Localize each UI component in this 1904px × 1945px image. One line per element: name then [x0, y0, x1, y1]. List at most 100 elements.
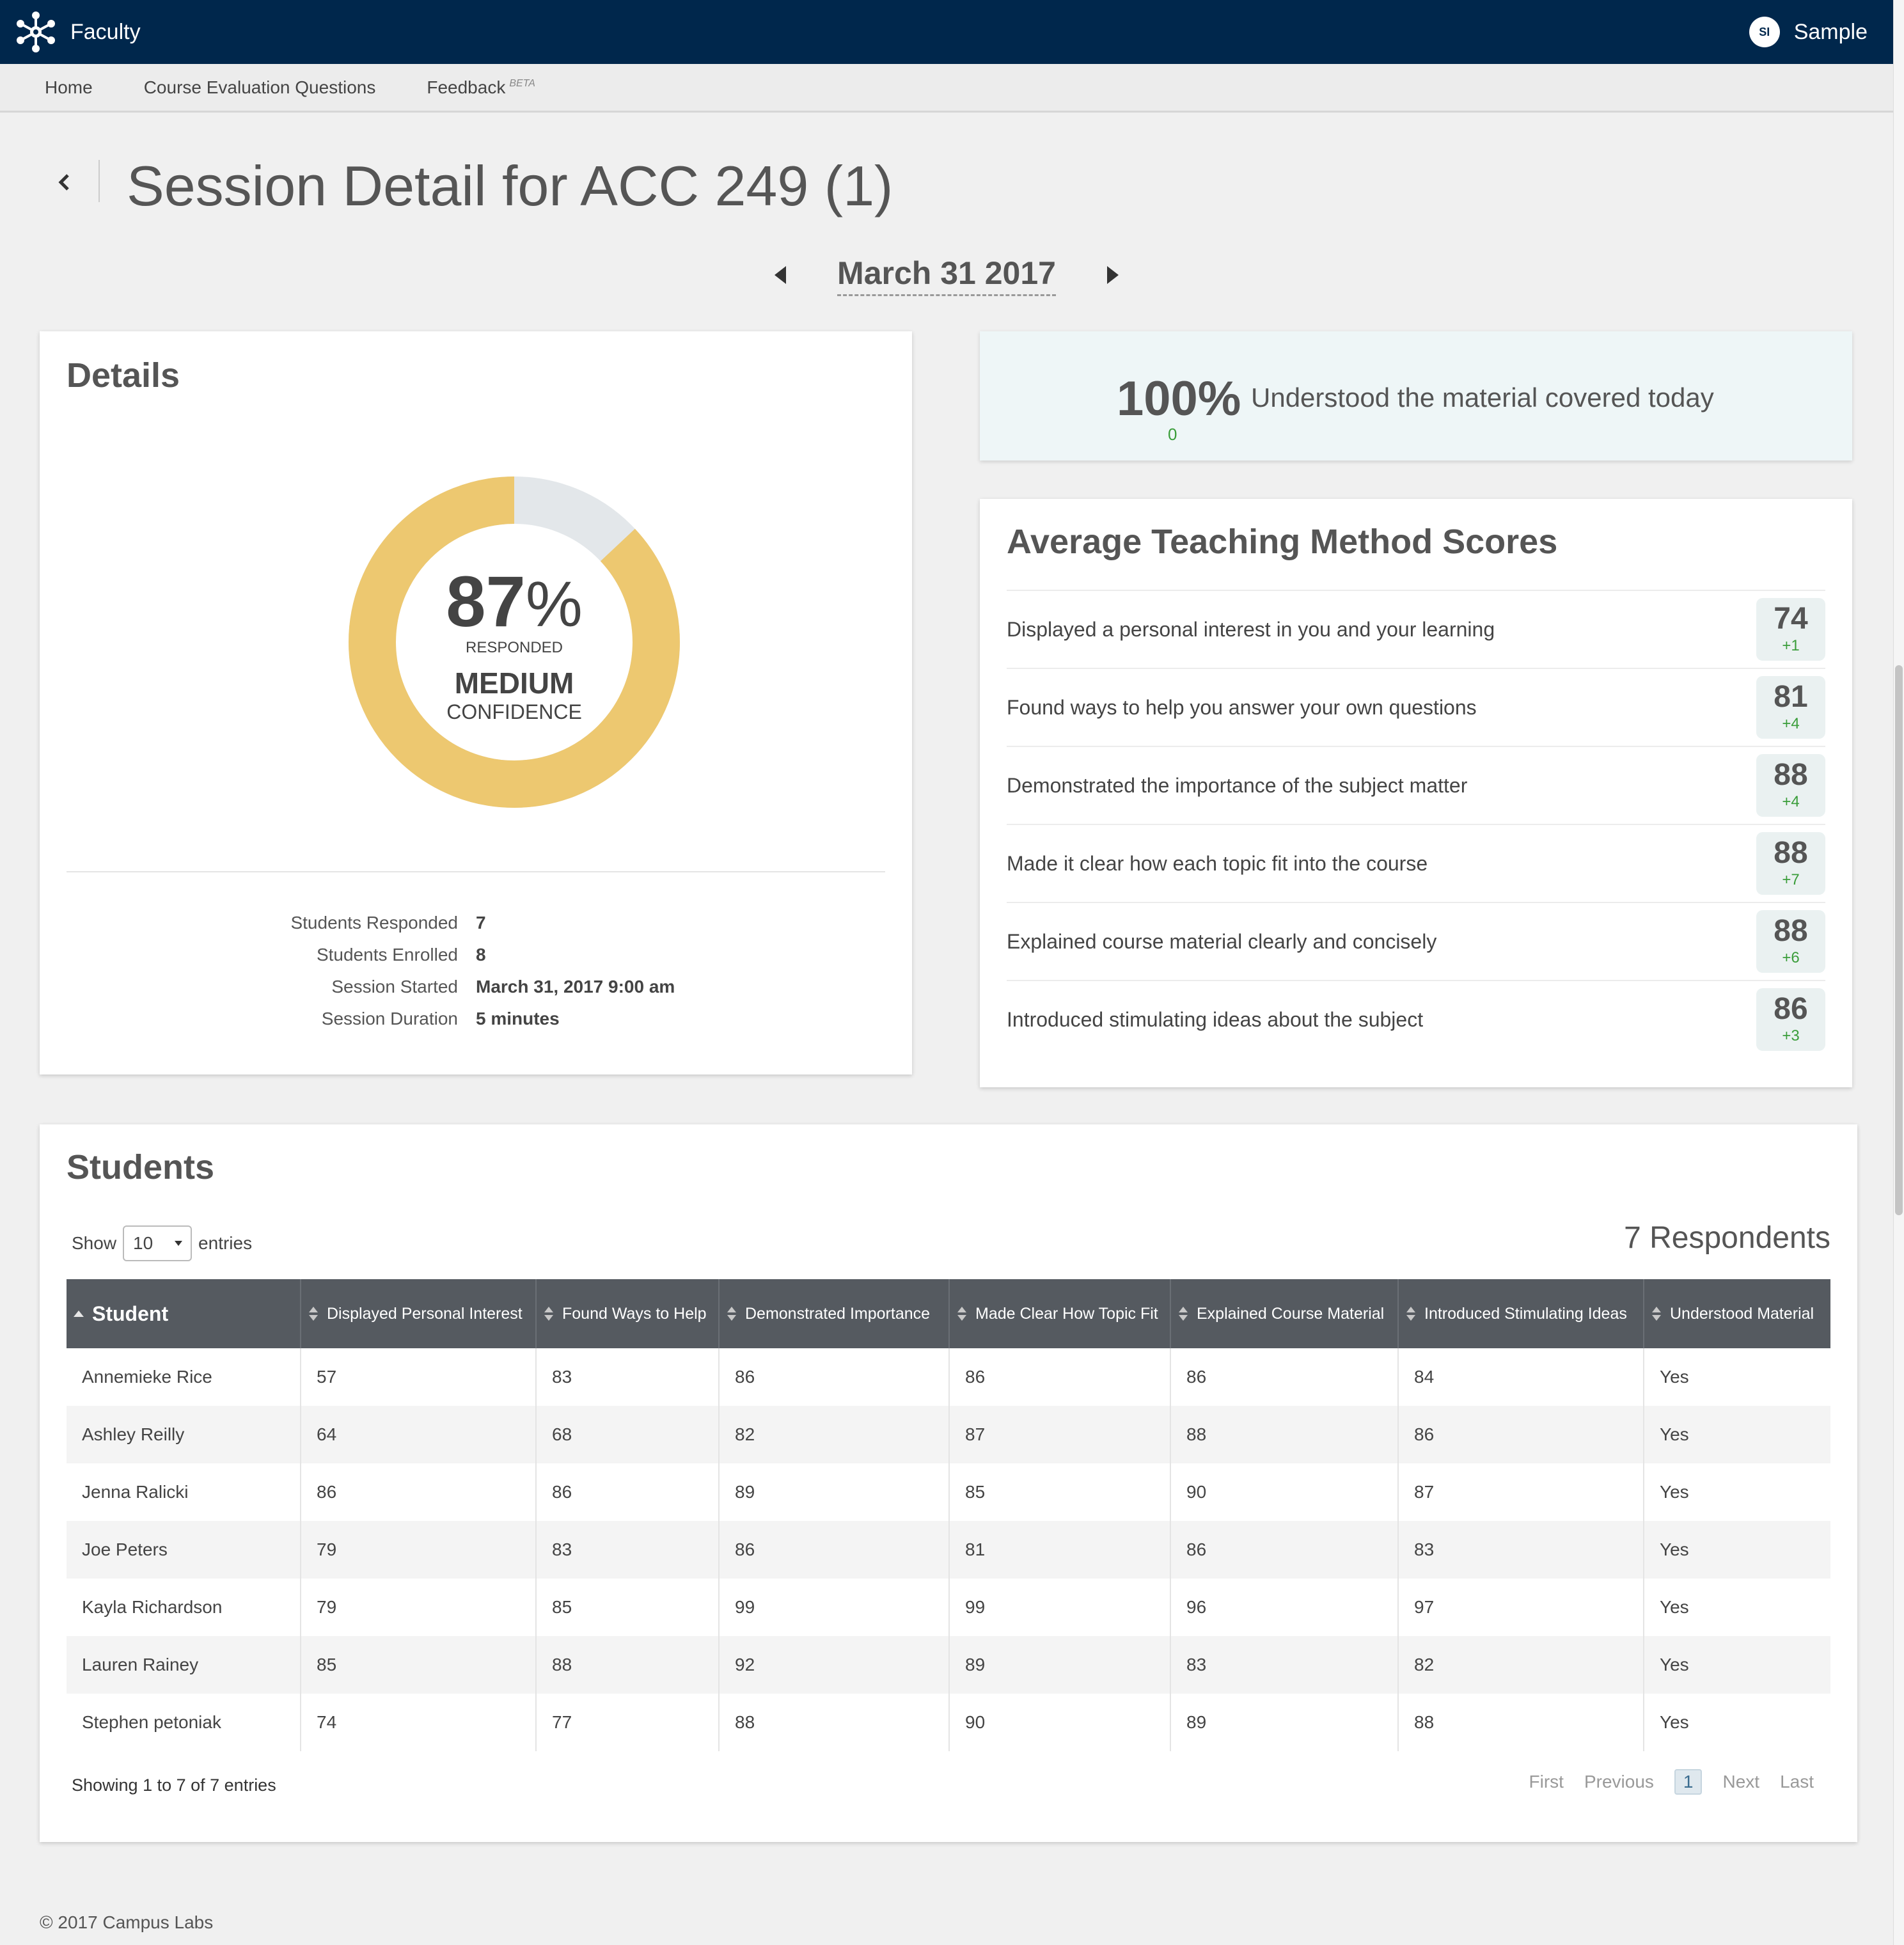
scrollbar-thumb[interactable]	[1895, 665, 1903, 1215]
cell-student: Joe Peters	[67, 1521, 301, 1579]
nav-item-course-evaluation-questions[interactable]: Course Evaluation Questions	[144, 77, 376, 98]
students-table: Student Displayed Personal Interest Foun…	[67, 1279, 1830, 1751]
cell-score: 96	[1170, 1579, 1399, 1636]
stat-label: Session Started	[331, 977, 458, 996]
cell-score: 68	[536, 1406, 720, 1463]
nav-item-label: Course Evaluation Questions	[143, 77, 376, 97]
page-size-select[interactable]: 10	[123, 1225, 193, 1261]
divider	[67, 871, 885, 872]
column-header-made-clear-how-topic-fit[interactable]: Made Clear How Topic Fit	[949, 1279, 1171, 1348]
score-delta: +4	[1782, 793, 1800, 810]
score-label: Introduced stimulating ideas about the s…	[1007, 1007, 1424, 1031]
network-logo-icon	[17, 12, 55, 52]
column-header-label: Displayed Personal Interest	[327, 1305, 523, 1323]
score-value: 81	[1774, 680, 1808, 714]
cell-score: 83	[536, 1348, 720, 1406]
column-header-label: Found Ways to Help	[562, 1305, 707, 1323]
score-badge: 81 +4	[1756, 676, 1825, 739]
cell-score: 84	[1398, 1348, 1644, 1406]
cell-student: Lauren Rainey	[67, 1636, 301, 1694]
column-header-student[interactable]: Student	[67, 1279, 301, 1348]
cell-score: 81	[949, 1521, 1171, 1579]
list-item: Displayed a personal interest in you and…	[1007, 590, 1825, 668]
score-delta: +3	[1782, 1027, 1800, 1044]
caret-right-icon	[1107, 266, 1119, 284]
nav-item-home[interactable]: Home	[45, 77, 93, 98]
stat-value: March 31, 2017 9:00 am	[476, 977, 675, 996]
cell-score: 86	[949, 1348, 1171, 1406]
cell-understood: Yes	[1660, 1597, 1689, 1617]
sort-icon	[957, 1307, 966, 1321]
cell-score: 89	[719, 1463, 950, 1521]
caret-down-icon	[175, 1241, 183, 1246]
page-size-value: 10	[133, 1233, 153, 1253]
cell-score: 86	[719, 1348, 950, 1406]
teaching-scores-title: Average Teaching Method Scores	[1007, 523, 1558, 561]
cell-score: 77	[536, 1694, 720, 1751]
caret-left-icon	[775, 266, 786, 284]
column-header-introduced-stimulating-ideas[interactable]: Introduced Stimulating Ideas	[1398, 1279, 1644, 1348]
score-delta: +6	[1782, 949, 1800, 966]
beta-badge: BETA	[509, 78, 535, 90]
cell-understood: Yes	[1660, 1712, 1689, 1732]
column-header-demonstrated-importance[interactable]: Demonstrated Importance	[719, 1279, 950, 1348]
list-item: Made it clear how each topic fit into th…	[1007, 824, 1825, 902]
cell-score: 87	[1398, 1463, 1644, 1521]
pager-current-page[interactable]: 1	[1674, 1769, 1703, 1795]
cell-score: 64	[301, 1406, 537, 1463]
score-delta: +1	[1782, 637, 1800, 654]
pager-next[interactable]: Next	[1722, 1772, 1760, 1791]
user-menu[interactable]: SI Sample	[1749, 17, 1868, 47]
cell-score: 88	[1398, 1694, 1644, 1751]
column-header-displayed-personal-interest[interactable]: Displayed Personal Interest	[301, 1279, 537, 1348]
cell-score: 83	[1398, 1521, 1644, 1579]
cell-score: 89	[949, 1636, 1171, 1694]
column-header-label: Made Clear How Topic Fit	[975, 1305, 1158, 1323]
app-name: Faculty	[70, 19, 141, 44]
column-header-understood-material[interactable]: Understood Material	[1644, 1279, 1830, 1348]
previous-date-button[interactable]	[767, 256, 793, 294]
pagination: First Previous 1 Next Last	[1529, 1769, 1814, 1795]
stat-label: Session Duration	[321, 1009, 458, 1028]
table-row: Joe Peters 79 83 86 81 86 83 Yes	[67, 1521, 1830, 1579]
score-badge: 88 +4	[1756, 754, 1825, 817]
column-header-label: Demonstrated Importance	[745, 1305, 931, 1323]
stat-value: 8	[476, 945, 486, 965]
score-badge: 88 +6	[1756, 910, 1825, 973]
next-date-button[interactable]	[1100, 256, 1126, 294]
column-header-label: Introduced Stimulating Ideas	[1424, 1305, 1627, 1323]
back-button[interactable]	[51, 163, 77, 201]
cell-score: 85	[301, 1636, 537, 1694]
score-label: Made it clear how each topic fit into th…	[1007, 851, 1428, 875]
stat-label: Students Responded	[290, 913, 458, 933]
cell-score: 79	[301, 1579, 537, 1636]
students-card: Students Show 10 entries 7 Respondents S…	[40, 1124, 1857, 1842]
stat-value: 7	[476, 913, 486, 933]
donut-responded-label: RESPONDED	[466, 639, 563, 656]
score-delta: +4	[1782, 715, 1800, 732]
cell-understood: Yes	[1644, 1406, 1830, 1463]
main-nav: Home Course Evaluation Questions Feedbac…	[0, 64, 1893, 113]
score-value: 86	[1774, 992, 1808, 1026]
stat-session-duration: Session Duration 5 minutes	[40, 1003, 912, 1035]
score-label: Found ways to help you answer your own q…	[1007, 695, 1477, 719]
understood-text: Understood the material covered today	[1251, 382, 1714, 413]
score-label: Demonstrated the importance of the subje…	[1007, 773, 1468, 797]
pager-last[interactable]: Last	[1780, 1772, 1814, 1791]
column-header-label: Understood Material	[1670, 1305, 1814, 1323]
donut-percent: 87%	[446, 562, 583, 642]
cell-understood: Yes	[1660, 1482, 1689, 1502]
pager-first[interactable]: First	[1529, 1772, 1564, 1791]
page-title: Session Detail for ACC 249 (1)	[127, 154, 893, 217]
date-picker[interactable]: March 31 2017	[837, 255, 1056, 296]
column-header-found-ways-to-help[interactable]: Found Ways to Help	[536, 1279, 720, 1348]
column-header-explained-course-material[interactable]: Explained Course Material	[1170, 1279, 1399, 1348]
teaching-scores-card: Average Teaching Method Scores Displayed…	[980, 499, 1852, 1087]
pager-previous[interactable]: Previous	[1584, 1772, 1654, 1791]
score-badge: 74 +1	[1756, 598, 1825, 661]
brand[interactable]: Faculty	[13, 9, 141, 55]
date-navigator: March 31 2017	[767, 249, 1126, 301]
sort-icon	[727, 1307, 736, 1321]
nav-item-feedback[interactable]: Feedback BETA	[427, 77, 535, 98]
cell-score: 86	[1398, 1406, 1644, 1463]
